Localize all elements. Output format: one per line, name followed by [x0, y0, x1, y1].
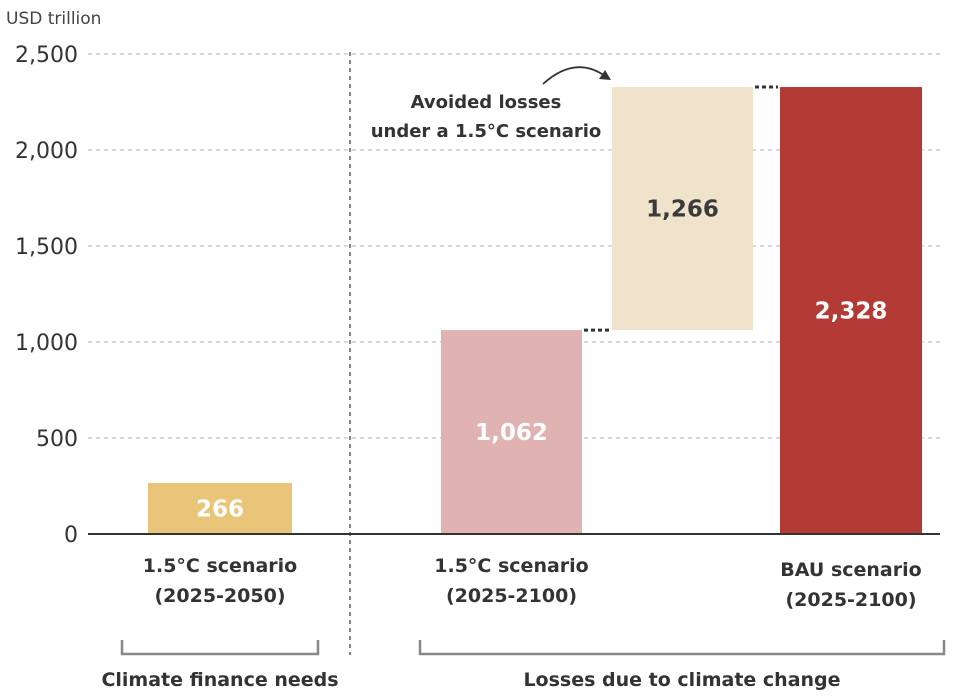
group-bracket-losses-due-to-climate-change	[418, 640, 946, 656]
bar-finance-needs	[148, 482, 292, 534]
annotation-line-2: under a 1.5°C scenario	[371, 121, 602, 142]
category-label-losses-1p5: 1.5°C scenario	[434, 555, 588, 577]
annotation-arrow	[542, 66, 606, 85]
category-labels: 1.5°C scenario (2025-2050) 1.5°C scenario (…	[143, 555, 922, 611]
bars: 266 1,062 1,266 2,328	[148, 87, 922, 535]
annotation-arrowhead	[599, 70, 611, 80]
category-label-losses-bau: BAU scenario	[780, 559, 921, 581]
value-label-avoided-losses: 1,266	[646, 197, 719, 223]
y-tick-label: 1,500	[15, 235, 78, 260]
bar-avoided-losses	[612, 87, 753, 331]
value-label-losses-1p5: 1,062	[475, 420, 548, 446]
y-tick-label: 1,000	[15, 331, 78, 356]
y-axis-unit-label: USD trillion	[6, 9, 101, 29]
y-axis-ticks: 0 500 1,000 1,500 2,000 2,500	[15, 43, 78, 548]
group-bracket-climate-finance-needs	[120, 640, 320, 656]
y-tick-label: 500	[36, 427, 78, 452]
group-label-losses-due-to-climate-change: Losses due to climate change	[523, 669, 840, 691]
y-tick-label: 0	[64, 523, 78, 548]
group-label-climate-finance-needs: Climate finance needs	[101, 669, 338, 691]
category-label-losses-bau: (2025-2100)	[785, 589, 916, 611]
bar-losses-1p5	[441, 330, 582, 534]
annotation-line-1: Avoided losses	[411, 92, 562, 113]
group-brackets: Climate finance needs Losses due to clim…	[101, 640, 946, 691]
annotation: Avoided losses under a 1.5°C scenario	[371, 66, 611, 142]
bar-losses-bau	[780, 87, 922, 535]
category-label-finance-needs: (2025-2050)	[154, 585, 285, 607]
category-label-losses-1p5: (2025-2100)	[446, 585, 577, 607]
category-label-finance-needs: 1.5°C scenario	[143, 555, 297, 577]
y-tick-label: 2,500	[15, 43, 78, 68]
y-tick-label: 2,000	[15, 139, 78, 164]
value-label-finance-needs: 266	[196, 496, 244, 522]
waterfall-connectors	[584, 85, 778, 332]
value-label-losses-bau: 2,328	[815, 299, 888, 325]
